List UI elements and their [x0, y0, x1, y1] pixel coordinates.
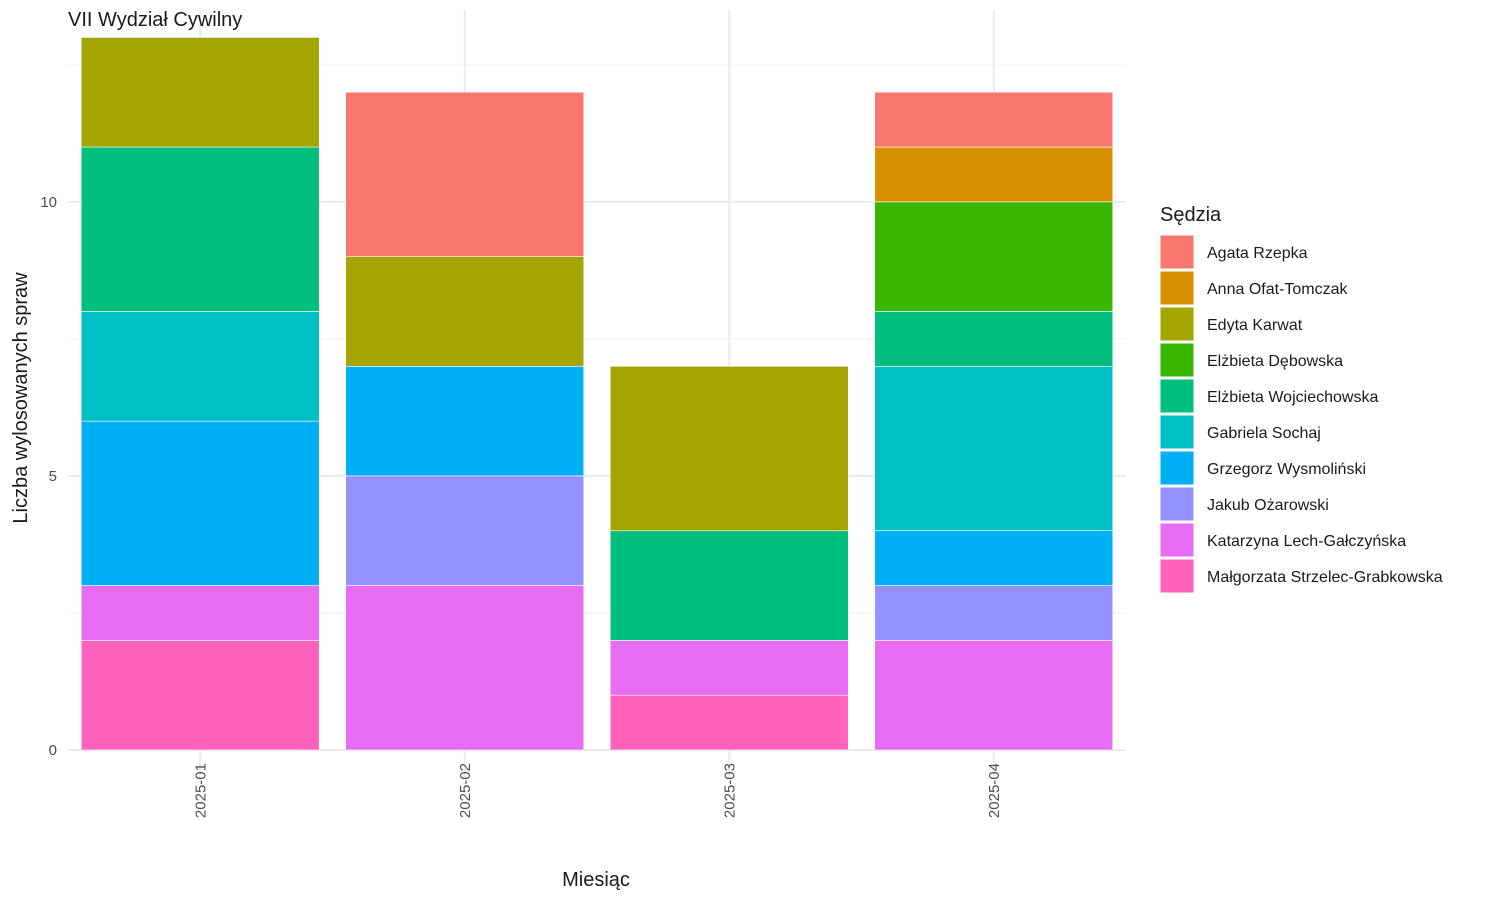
x-axis-ticks: 2025-01 2025-02 2025-03 2025-04: [192, 763, 1003, 818]
x-tick-label: 2025-01: [192, 763, 209, 818]
bar-segment: [874, 146, 1114, 203]
bar-segment: [345, 91, 585, 257]
legend-label: Agata Rzepka: [1207, 245, 1308, 262]
legend-swatch: [1159, 378, 1195, 414]
bar-segment: [345, 365, 585, 477]
bar-segment: [80, 311, 320, 422]
y-tick-label: 0: [49, 742, 57, 759]
bar-segment: [609, 365, 849, 532]
x-tick-label: 2025-02: [457, 763, 474, 818]
legend-swatch: [1159, 270, 1195, 306]
x-axis-title: Miesiąc: [562, 869, 630, 891]
legend-swatch: [1159, 342, 1195, 378]
bar-segment: [80, 585, 320, 641]
bar-segment: [80, 640, 320, 751]
legend-swatch: [1159, 558, 1195, 594]
bar-segment: [609, 640, 849, 696]
legend-label: Katarzyna Lech-Gałczyńska: [1207, 533, 1406, 550]
y-axis-ticks: 0 5 10: [40, 194, 57, 759]
legend-title: Sędzia: [1160, 204, 1222, 226]
x-tick-label: 2025-04: [986, 763, 1003, 818]
bar-segment: [874, 91, 1114, 148]
bar-segment: [345, 475, 585, 586]
bar-segment: [609, 694, 849, 751]
y-tick-label: 10: [40, 194, 57, 211]
legend-label: Grzegorz Wysmoliński: [1207, 461, 1366, 478]
chart-title: VII Wydział Cywilny: [68, 9, 242, 31]
legend-label: Małgorzata Strzelec-Grabkowska: [1207, 569, 1443, 586]
legend-label: Elżbieta Dębowska: [1207, 353, 1343, 370]
y-tick-label: 5: [49, 468, 57, 485]
bar-segment: [345, 256, 585, 367]
x-tick-label: 2025-03: [721, 763, 738, 818]
legend-swatch: [1159, 306, 1195, 342]
legend-label: Elżbieta Wojciechowska: [1207, 389, 1378, 406]
y-axis-title: Liczba wylosowanych spraw: [10, 272, 32, 524]
bar-segment: [80, 420, 320, 586]
bar-segment: [874, 530, 1114, 586]
bar-segment: [874, 365, 1114, 532]
bar-segment: [80, 37, 320, 148]
legend-label: Gabriela Sochaj: [1207, 425, 1321, 442]
bar-segment: [874, 640, 1114, 751]
bar-segment: [874, 311, 1114, 367]
legend-swatch: [1159, 486, 1195, 522]
legend-swatch: [1159, 414, 1195, 450]
bar-segment: [80, 146, 320, 312]
legend-label: Anna Ofat-Tomczak: [1207, 281, 1349, 298]
legend-label: Edyta Karwat: [1207, 317, 1303, 334]
legend-swatch: [1159, 522, 1195, 558]
bar-segment: [874, 201, 1114, 312]
legend: Sędzia Agata Rzepka Anna Ofat-Tomczak Edyt…: [1159, 204, 1443, 594]
bars: [80, 37, 1114, 751]
legend-swatch: [1159, 450, 1195, 486]
bar-segment: [609, 530, 849, 641]
bar-segment: [345, 585, 585, 751]
bar-segment: [874, 585, 1114, 641]
legend-label: Jakub Ożarowski: [1207, 497, 1329, 514]
legend-items: Agata Rzepka Anna Ofat-Tomczak Edyta Karwa…: [1159, 234, 1443, 594]
legend-swatch: [1159, 234, 1195, 270]
